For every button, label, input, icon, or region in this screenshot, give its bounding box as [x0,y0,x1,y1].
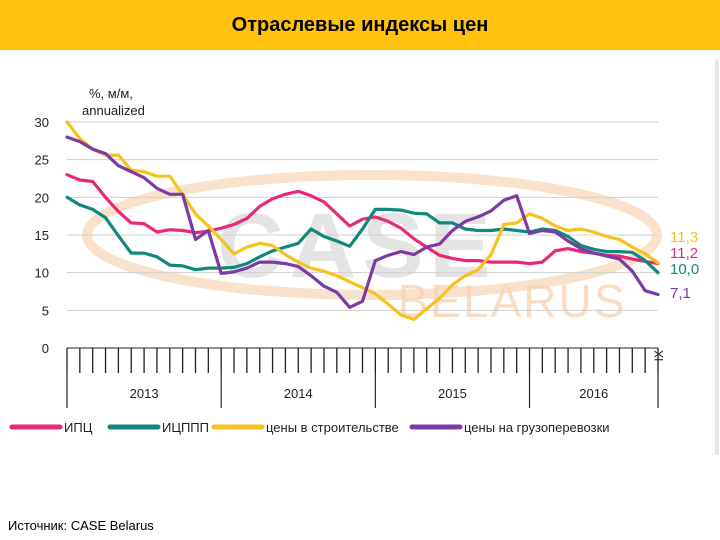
series-line-1 [65,173,660,266]
x-year-label: 2014 [284,386,313,401]
end-value-label: 11,3 [670,229,698,246]
slide-title: Отраслевые индексы цен [231,13,489,36]
watermark-brand: CASE [217,195,497,297]
end-value-label: 7,1 [670,285,691,302]
y-axis-label-line2: annualized [82,103,145,118]
y-tick-label: 10 [35,266,49,281]
x-end-marker: IX [652,350,666,361]
x-year-label: 2015 [438,386,467,401]
y-tick-label: 0 [42,341,49,356]
series-line-4 [65,135,660,309]
chart-panel: CASE BELARUS 0 5 10 15 20 25 30 %, м/м, annualized… [2,55,718,460]
legend-label: ИПЦ [64,420,93,435]
legend-label: цены на грузоперевозки [464,420,610,435]
end-value-label: 10,0 [670,261,699,278]
y-tick-label: 20 [35,190,49,205]
source-note: Источник: CASE Belarus [8,518,154,533]
legend-label: цены в строительстве [266,420,399,435]
y-tick-label: 30 [35,115,49,130]
x-year-label: 2016 [579,386,608,401]
y-tick-label: 5 [42,303,49,318]
y-tick-label: 25 [35,153,49,168]
x-year-label: 2013 [130,386,159,401]
series-line-2 [65,195,660,275]
legend-label: ИЦППП [162,420,209,435]
title-bar: Отраслевые индексы цен [0,0,720,50]
slide-edge-rule [715,60,719,455]
y-axis-label-line1: %, м/м, [89,86,133,101]
watermark-sub: BELARUS [398,275,627,327]
series-line-3 [65,120,660,321]
y-tick-label: 15 [35,228,49,243]
end-value-label: 11,2 [670,245,698,262]
